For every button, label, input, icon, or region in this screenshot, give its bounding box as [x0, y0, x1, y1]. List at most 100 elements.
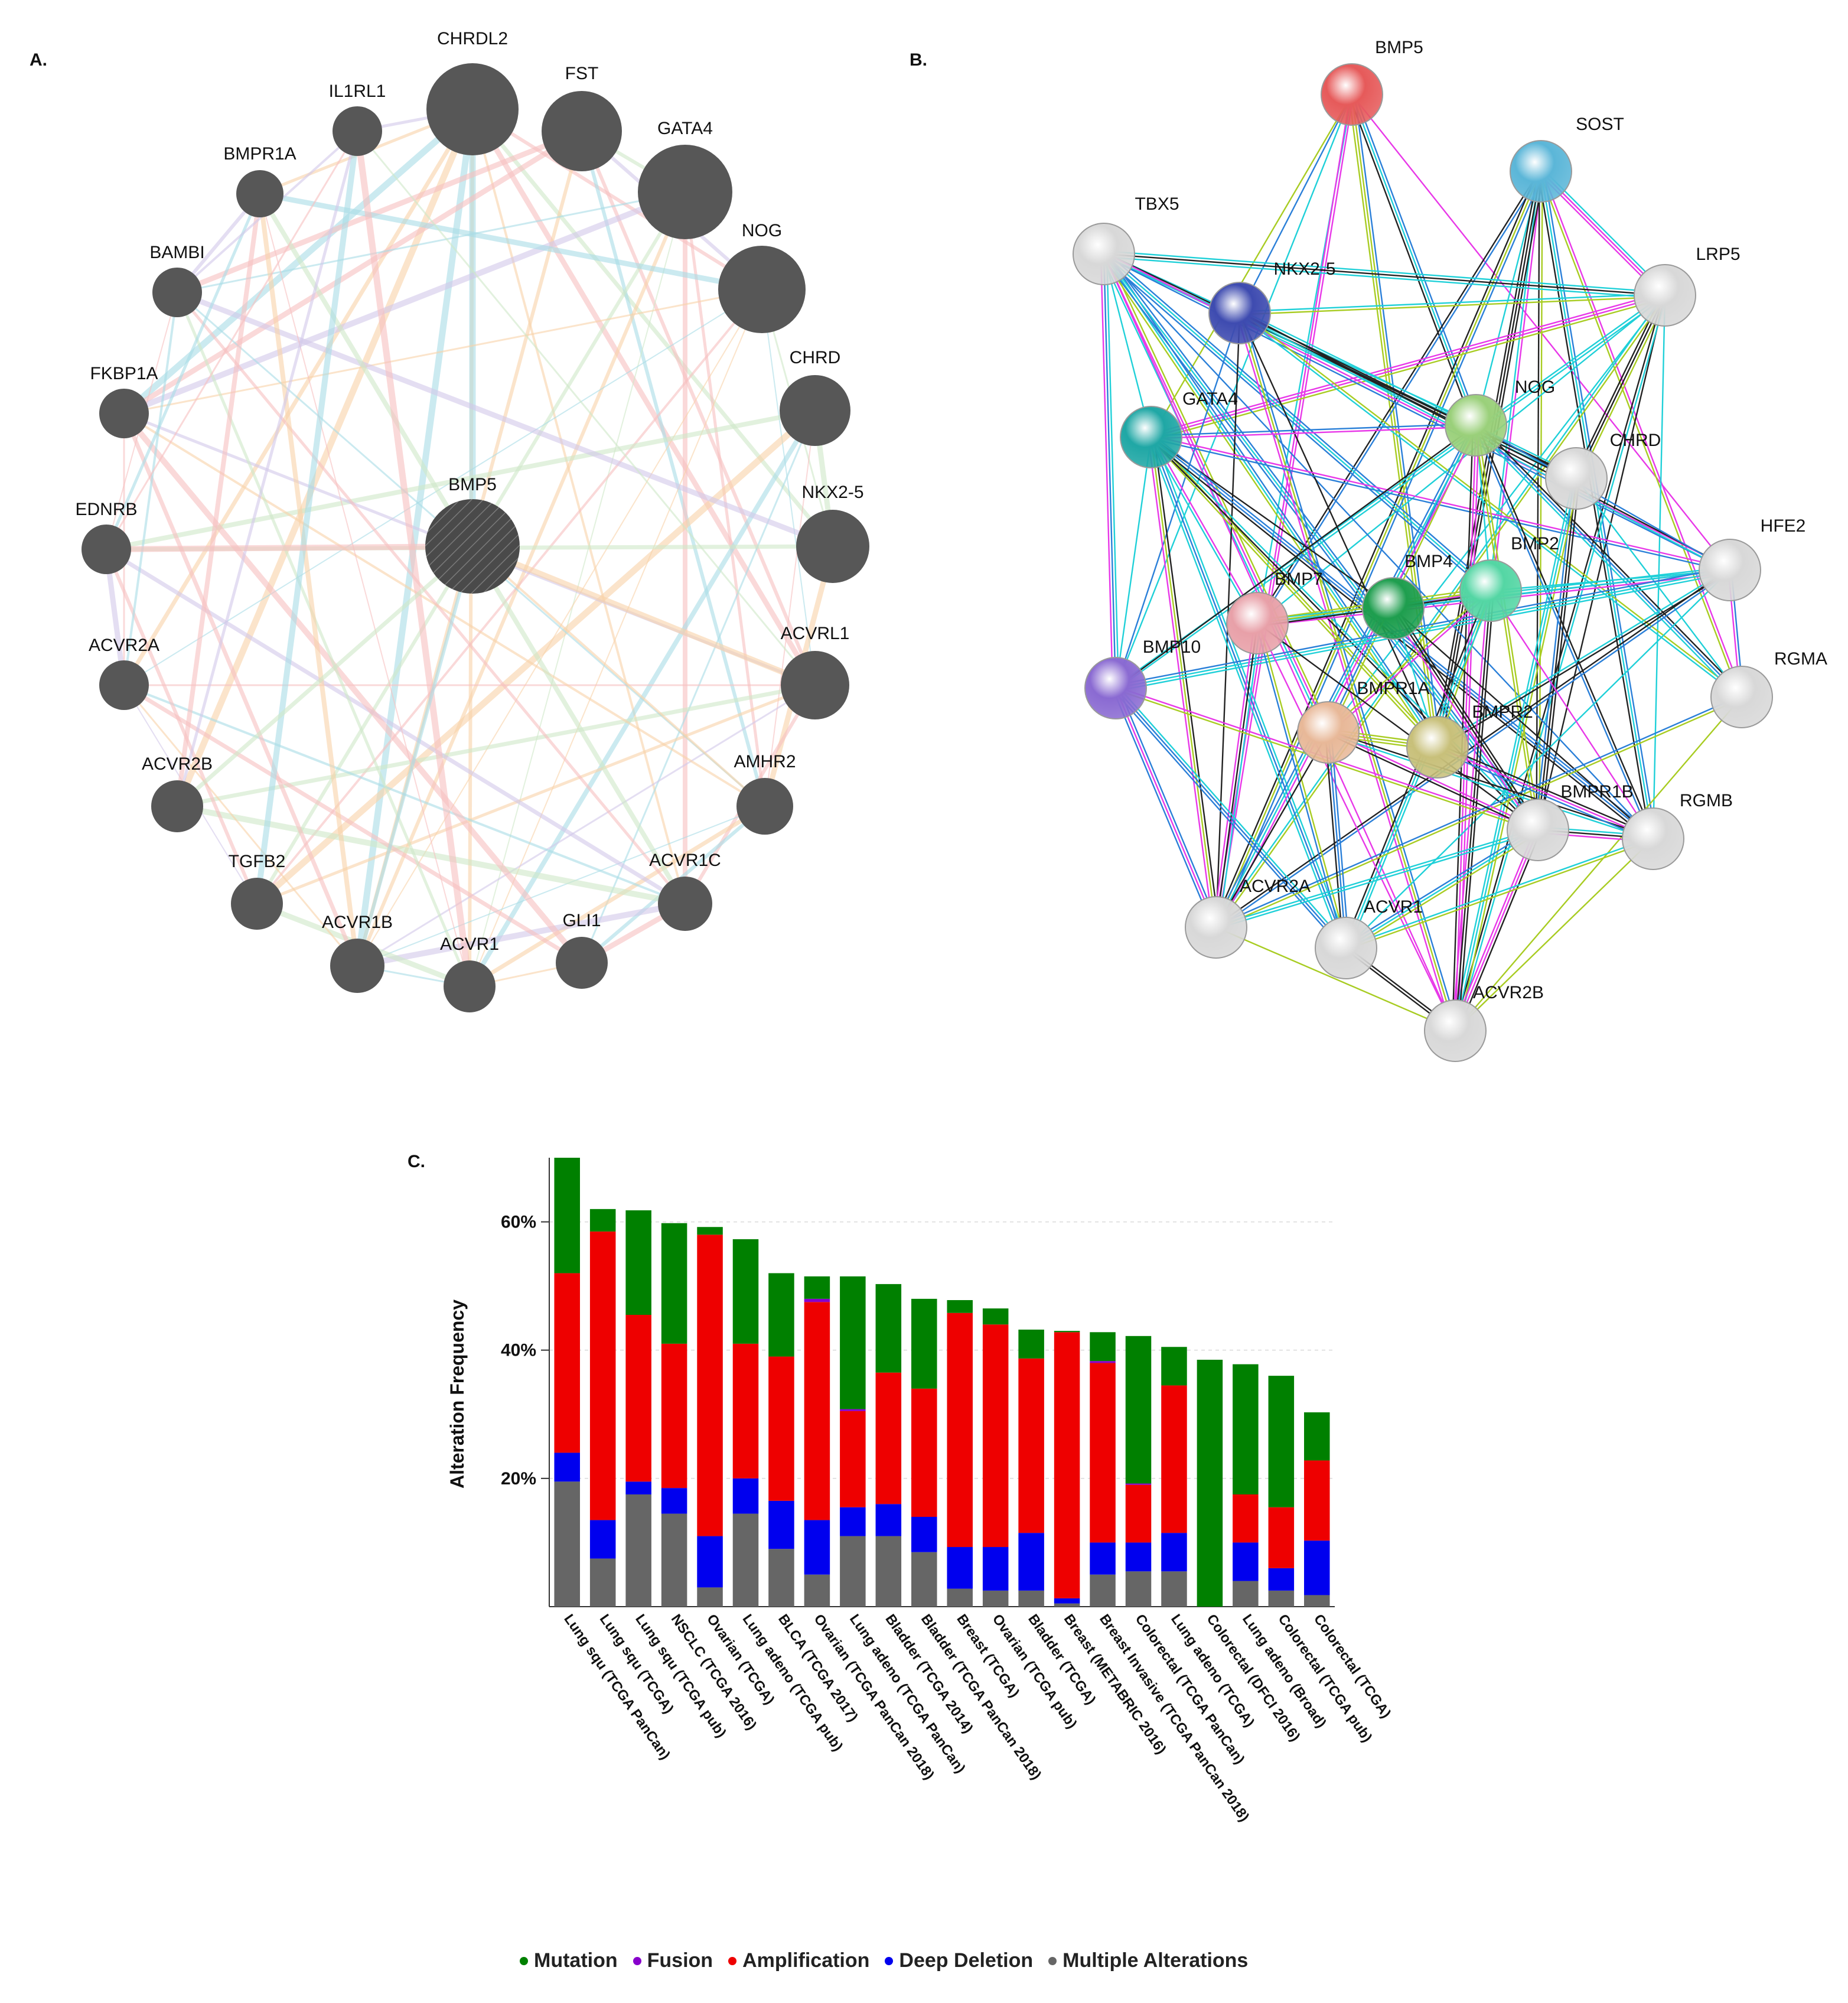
protein-node-bmp4[interactable] — [1362, 577, 1425, 640]
bar-amplification-bladder-tcga[interactable] — [1018, 1358, 1044, 1533]
bar-multiple-alterations-colorectal-tcga[interactable] — [1304, 1595, 1330, 1607]
bar-amplification-ovarian-tcga-pub[interactable] — [982, 1324, 1009, 1548]
bar-deep-deletion-breast-invasive-tcga-pancan-2018[interactable] — [1090, 1542, 1116, 1575]
protein-node-nkx2-5[interactable] — [1208, 282, 1271, 344]
protein-node-tbx5[interactable] — [1073, 223, 1135, 285]
bar-multiple-alterations-lung-squ-tcga-pub[interactable] — [625, 1494, 651, 1607]
bar-mutation-bladder-tcga-pancan-2018[interactable] — [911, 1298, 937, 1389]
bar-deep-deletion-lung-squ-tcga-pancan[interactable] — [554, 1452, 580, 1482]
bar-mutation-colorectal-tcga-pancan[interactable] — [1125, 1336, 1152, 1484]
bar-deep-deletion-breast-tcga[interactable] — [947, 1547, 973, 1589]
bar-deep-deletion-bladder-tcga[interactable] — [1018, 1533, 1044, 1591]
bar-deep-deletion-lung-adeno-tcga-pub[interactable] — [732, 1478, 759, 1514]
bar-multiple-alterations-lung-squ-tcga-pancan[interactable] — [554, 1481, 580, 1607]
bar-deep-deletion-colorectal-tcga[interactable] — [1304, 1540, 1330, 1595]
protein-node-lrp5[interactable] — [1634, 264, 1696, 327]
bar-amplification-lung-adeno-tcga-pancan[interactable] — [840, 1411, 866, 1507]
bar-deep-deletion-blca-tcga-2017[interactable] — [768, 1500, 794, 1549]
protein-node-gata4[interactable] — [1120, 406, 1182, 468]
bar-multiple-alterations-lung-adeno-broad[interactable] — [1233, 1581, 1259, 1607]
protein-node-hfe2[interactable] — [1699, 539, 1761, 601]
gene-node-nkx2-5[interactable] — [796, 510, 869, 583]
protein-node-bmpr1b[interactable] — [1507, 799, 1569, 861]
bar-multiple-alterations-bladder-tcga-pancan-2018[interactable] — [911, 1552, 937, 1607]
bar-multiple-alterations-blca-tcga-2017[interactable] — [768, 1549, 794, 1607]
bar-amplification-breast-metabric-2016[interactable] — [1054, 1332, 1080, 1598]
bar-deep-deletion-colorectal-tcga-pancan[interactable] — [1125, 1542, 1152, 1572]
bar-fusion-lung-adeno-tcga-pancan[interactable] — [840, 1409, 866, 1411]
protein-node-bmp2[interactable] — [1459, 559, 1522, 622]
bar-multiple-alterations-breast-metabric-2016[interactable] — [1054, 1603, 1080, 1607]
bar-amplification-lung-squ-tcga-pub[interactable] — [625, 1315, 651, 1482]
protein-node-bmpr1a[interactable] — [1297, 701, 1360, 764]
bar-mutation-lung-squ-tcga[interactable] — [589, 1209, 616, 1232]
bar-multiple-alterations-colorectal-tcga-pancan[interactable] — [1125, 1571, 1152, 1607]
gene-node-chrd[interactable] — [780, 375, 850, 446]
bar-deep-deletion-lung-adeno-tcga-pancan[interactable] — [840, 1507, 866, 1536]
bar-multiple-alterations-lung-squ-tcga[interactable] — [589, 1558, 616, 1607]
bar-amplification-nsclc-tcga-2016[interactable] — [661, 1343, 687, 1489]
bar-multiple-alterations-ovarian-tcga-pancan-2018[interactable] — [804, 1574, 830, 1607]
gene-node-acvr1b[interactable] — [330, 939, 384, 993]
bar-amplification-lung-adeno-tcga[interactable] — [1161, 1385, 1187, 1533]
gene-node-gli1[interactable] — [556, 937, 608, 989]
protein-node-acvr2b[interactable] — [1424, 999, 1487, 1062]
bar-mutation-lung-adeno-tcga[interactable] — [1161, 1347, 1187, 1386]
protein-node-rgmb[interactable] — [1622, 807, 1684, 870]
bar-amplification-lung-squ-tcga[interactable] — [589, 1231, 616, 1520]
bar-amplification-colorectal-tcga-pub[interactable] — [1268, 1507, 1295, 1568]
bar-amplification-blca-tcga-2017[interactable] — [768, 1356, 794, 1501]
bar-deep-deletion-lung-adeno-tcga[interactable] — [1161, 1533, 1187, 1572]
bar-multiple-alterations-lung-adeno-tcga-pub[interactable] — [732, 1513, 759, 1607]
gene-node-amhr2[interactable] — [736, 778, 793, 835]
bar-fusion-colorectal-tcga-pancan[interactable] — [1125, 1483, 1152, 1485]
protein-node-acvr1[interactable] — [1315, 917, 1377, 979]
protein-node-acvr2a[interactable] — [1185, 896, 1247, 959]
gene-node-tgfb2[interactable] — [231, 878, 283, 930]
bar-mutation-colorectal-dfci-2016[interactable] — [1197, 1360, 1223, 1607]
bar-mutation-lung-squ-tcga-pancan[interactable] — [554, 1158, 580, 1274]
bar-deep-deletion-colorectal-tcga-pub[interactable] — [1268, 1568, 1295, 1591]
bar-multiple-alterations-bladder-tcga-2014[interactable] — [875, 1536, 902, 1607]
gene-node-chrdl2[interactable] — [426, 63, 519, 155]
bar-deep-deletion-ovarian-tcga[interactable] — [697, 1536, 723, 1588]
bar-amplification-breast-invasive-tcga-pancan-2018[interactable] — [1090, 1363, 1116, 1543]
bar-multiple-alterations-breast-tcga[interactable] — [947, 1588, 973, 1607]
gene-node-bmp5-center[interactable] — [425, 499, 520, 594]
bar-amplification-lung-adeno-tcga-pub[interactable] — [732, 1343, 759, 1478]
gene-node-acvr2a[interactable] — [99, 660, 149, 710]
bar-fusion-breast-invasive-tcga-pancan-2018[interactable] — [1090, 1361, 1116, 1363]
bar-multiple-alterations-lung-adeno-tcga[interactable] — [1161, 1571, 1187, 1607]
bar-deep-deletion-lung-squ-tcga-pub[interactable] — [625, 1481, 651, 1494]
bar-mutation-breast-metabric-2016[interactable] — [1054, 1331, 1080, 1333]
bar-multiple-alterations-bladder-tcga[interactable] — [1018, 1590, 1044, 1607]
bar-mutation-bladder-tcga-2014[interactable] — [875, 1284, 902, 1373]
bar-mutation-ovarian-tcga-pancan-2018[interactable] — [804, 1276, 830, 1299]
bar-mutation-colorectal-tcga-pub[interactable] — [1268, 1376, 1295, 1507]
bar-amplification-breast-tcga[interactable] — [947, 1312, 973, 1548]
bar-amplification-ovarian-tcga[interactable] — [697, 1235, 723, 1536]
bar-mutation-breast-invasive-tcga-pancan-2018[interactable] — [1090, 1332, 1116, 1362]
bar-amplification-lung-squ-tcga-pancan[interactable] — [554, 1273, 580, 1453]
gene-node-il1rl1[interactable] — [333, 106, 382, 156]
bar-amplification-colorectal-tcga[interactable] — [1304, 1460, 1330, 1541]
bar-multiple-alterations-nsclc-tcga-2016[interactable] — [661, 1513, 687, 1607]
bar-mutation-lung-adeno-tcga-pub[interactable] — [732, 1239, 759, 1344]
bar-mutation-lung-adeno-broad[interactable] — [1233, 1364, 1259, 1494]
protein-node-sost[interactable] — [1510, 140, 1572, 203]
bar-deep-deletion-bladder-tcga-pancan-2018[interactable] — [911, 1517, 937, 1552]
bar-fusion-ovarian-tcga-pancan-2018[interactable] — [804, 1298, 830, 1302]
protein-node-rgma[interactable] — [1710, 666, 1773, 728]
bar-multiple-alterations-ovarian-tcga-pub[interactable] — [982, 1590, 1009, 1607]
gene-node-acvr1c[interactable] — [658, 877, 712, 931]
bar-mutation-nsclc-tcga-2016[interactable] — [661, 1223, 687, 1344]
bar-deep-deletion-ovarian-tcga-pub[interactable] — [982, 1547, 1009, 1591]
gene-node-acvr1[interactable] — [444, 960, 496, 1012]
gene-node-bmpr1a[interactable] — [236, 170, 283, 217]
bar-mutation-ovarian-tcga-pub[interactable] — [982, 1308, 1009, 1325]
bar-mutation-blca-tcga-2017[interactable] — [768, 1273, 794, 1357]
bar-amplification-lung-adeno-broad[interactable] — [1233, 1494, 1259, 1543]
bar-amplification-colorectal-tcga-pancan[interactable] — [1125, 1484, 1152, 1543]
bar-mutation-breast-tcga[interactable] — [947, 1300, 973, 1313]
gene-node-ednrb[interactable] — [82, 525, 131, 574]
